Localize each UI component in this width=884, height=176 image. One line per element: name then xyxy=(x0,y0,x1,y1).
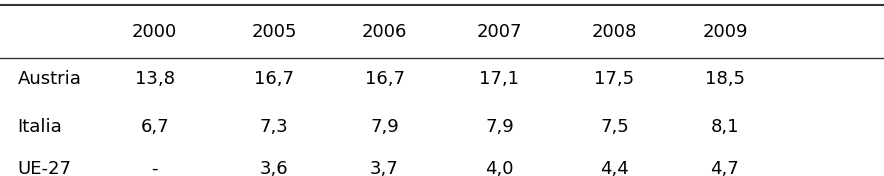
Text: 4,7: 4,7 xyxy=(711,160,739,176)
Text: 4,4: 4,4 xyxy=(600,160,629,176)
Text: 13,8: 13,8 xyxy=(134,70,175,88)
Text: 2005: 2005 xyxy=(251,23,297,41)
Text: 7,9: 7,9 xyxy=(485,118,514,136)
Text: 7,9: 7,9 xyxy=(370,118,399,136)
Text: 16,7: 16,7 xyxy=(364,70,405,88)
Text: 18,5: 18,5 xyxy=(705,70,745,88)
Text: 3,7: 3,7 xyxy=(370,160,399,176)
Text: -: - xyxy=(151,160,158,176)
Text: 2000: 2000 xyxy=(132,23,178,41)
Text: Austria: Austria xyxy=(18,70,81,88)
Text: 4,0: 4,0 xyxy=(485,160,514,176)
Text: Italia: Italia xyxy=(18,118,63,136)
Text: 3,6: 3,6 xyxy=(260,160,288,176)
Text: UE-27: UE-27 xyxy=(18,160,72,176)
Text: 2009: 2009 xyxy=(702,23,748,41)
Text: 16,7: 16,7 xyxy=(254,70,294,88)
Text: 7,5: 7,5 xyxy=(600,118,629,136)
Text: 8,1: 8,1 xyxy=(711,118,739,136)
Text: 2006: 2006 xyxy=(362,23,408,41)
Text: 17,1: 17,1 xyxy=(479,70,520,88)
Text: 2008: 2008 xyxy=(591,23,637,41)
Text: 6,7: 6,7 xyxy=(141,118,169,136)
Text: 7,3: 7,3 xyxy=(260,118,288,136)
Text: 2007: 2007 xyxy=(476,23,522,41)
Text: 17,5: 17,5 xyxy=(594,70,635,88)
